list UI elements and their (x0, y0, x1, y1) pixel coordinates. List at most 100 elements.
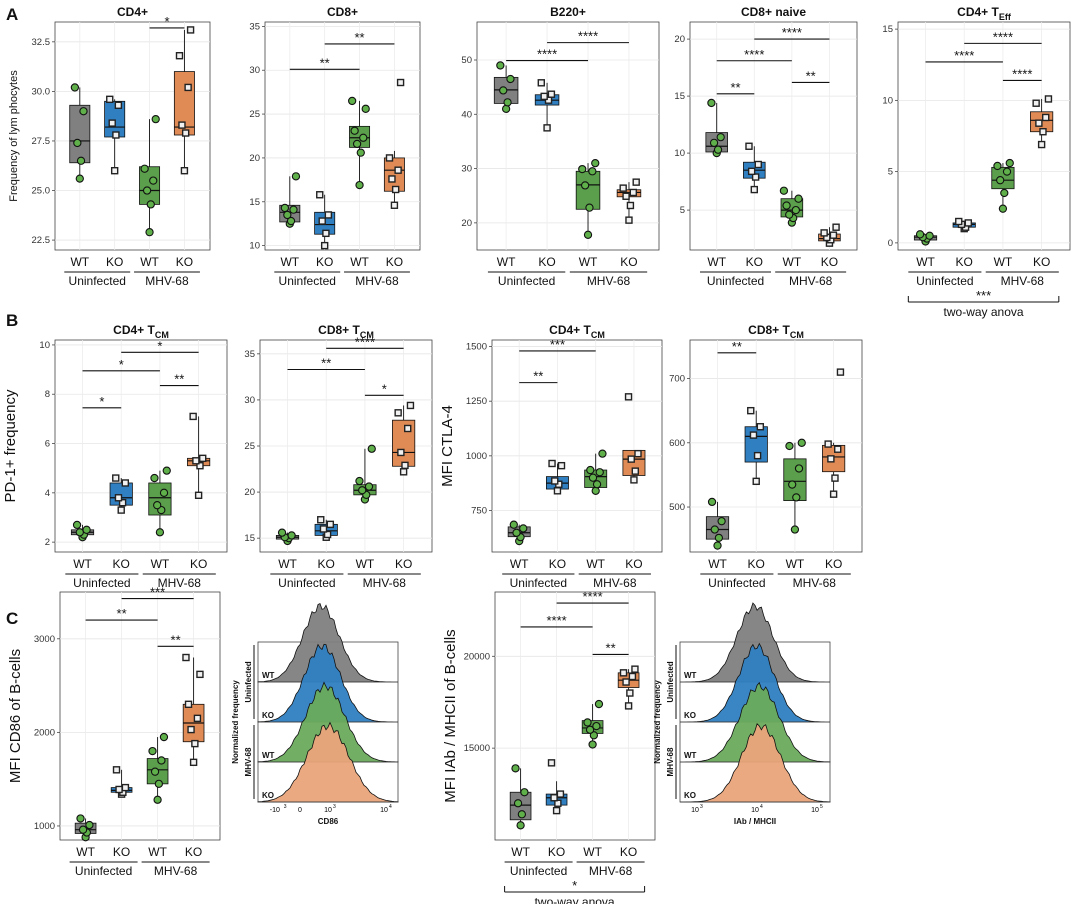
data-point-ko (632, 178, 640, 186)
box-chart-cd8: 10 15 20 25 30 35 WT KO WT KO Uninfected MHV-68 ** **… (249, 5, 421, 288)
charts-layer: 22.5 25.0 27.5 30.0 32.5 WT KO WT KO Uninfected MH… (2, 5, 1071, 904)
data-point-ko (189, 412, 197, 421)
x-category-label: KO (395, 557, 412, 571)
data-point-wt (588, 473, 598, 482)
x-category-label: KO (625, 557, 642, 571)
group-label: MHV-68 (793, 576, 837, 590)
data-point-ko (196, 670, 204, 679)
significance-label: ** (171, 632, 181, 647)
data-point-ko (630, 476, 638, 484)
significance-label: **** (1012, 66, 1032, 81)
tick-label-y: 35 (249, 21, 260, 32)
data-point-ko (629, 188, 638, 197)
data-point-ko (554, 799, 562, 807)
data-point-ko (750, 185, 758, 194)
data-point-wt (588, 740, 597, 749)
significance-label: **** (582, 589, 602, 604)
x-tick-exponent: 3 (284, 804, 287, 810)
tick-label-y: 3000 (34, 634, 55, 645)
significance-label: **** (355, 334, 375, 349)
data-point-wt (915, 230, 925, 239)
data-point-wt (1005, 158, 1014, 168)
data-point-ko (556, 790, 565, 798)
chart-title-subscript: CM (155, 330, 169, 340)
significance-label: ** (533, 369, 543, 384)
tick-label-y: 10 (39, 340, 50, 351)
tick-label-y: 1250 (466, 396, 487, 407)
group-label: MHV-68 (589, 864, 633, 878)
histogram-row-label: WT (684, 671, 697, 680)
data-point-ko (112, 131, 120, 139)
plot-area (476, 21, 660, 251)
chart-title-main: CD8+ T (748, 323, 790, 337)
y-axis-label: MFI CD86 of B-cells (7, 649, 24, 783)
y-axis-label: MFI CTLA-4 (439, 405, 456, 487)
significance-label: * (99, 394, 104, 409)
significance-label: * (119, 357, 124, 372)
data-point-wt (159, 488, 169, 497)
data-point-ko (191, 739, 199, 748)
data-point-wt (153, 501, 162, 510)
data-point-wt (162, 466, 171, 475)
x-category-label: KO (190, 557, 207, 571)
data-point-ko (385, 154, 394, 162)
x-category-label: WT (708, 557, 727, 571)
data-point-wt (149, 176, 158, 185)
tick-label-y: 10 (674, 148, 685, 159)
tick-label-y: 30 (461, 164, 472, 175)
chart-title-main: CD4+ T (957, 5, 999, 19)
tick-label-y: 25.0 (32, 186, 51, 197)
x-category-label: KO (748, 557, 765, 571)
data-point-ko (751, 173, 760, 181)
data-point-wt (286, 216, 296, 226)
group-label: MHV-68 (593, 576, 637, 590)
tick-label-y: 2000 (34, 727, 55, 738)
row-group-label: MHV-68 (244, 747, 253, 776)
tick-label-y: 600 (669, 438, 685, 449)
x-category-label: WT (278, 557, 297, 571)
data-point-ko (831, 474, 839, 482)
data-point-ko (557, 461, 566, 470)
tick-label-y: 20 (674, 34, 685, 45)
data-point-ko (388, 175, 396, 183)
histogram-row-label: WT (262, 671, 275, 680)
data-point-wt (289, 205, 298, 214)
group-label: Uninfected (278, 576, 335, 590)
data-point-wt (157, 756, 166, 765)
data-point-ko (396, 78, 405, 87)
x-category-label: WT (73, 557, 92, 571)
chart-title-pd1: CD4+ TCM (113, 323, 169, 340)
panel-letter-b: B (6, 311, 18, 330)
data-point-ko (756, 423, 765, 431)
significance-label: ** (320, 55, 330, 70)
x-category-label: KO (1033, 255, 1050, 269)
significance-label: ** (806, 68, 816, 83)
data-point-wt (925, 231, 934, 240)
data-point-ko (824, 440, 832, 448)
tick-label-y: 22.5 (32, 235, 51, 246)
data-point-ko (189, 758, 198, 767)
x-tick-exponent: 4 (389, 804, 392, 810)
tick-label-y: 20000 (464, 651, 490, 662)
data-point-wt (794, 194, 803, 203)
x-tick-label: 10 (324, 807, 332, 814)
significance-label: ** (606, 640, 616, 655)
data-point-wt (148, 746, 157, 756)
x-category-label: WT (148, 845, 167, 859)
chart-title-main: CD4+ (117, 5, 148, 19)
x-tick-label: 10 (751, 807, 759, 814)
data-point-ko (1035, 119, 1043, 127)
data-point-wt (348, 96, 357, 106)
chart-title-cd4: CD4+ (117, 5, 148, 19)
chart-title-main: CD8+ T (318, 323, 360, 337)
box-chart-b220: 20 30 40 50 WT KO WT KO Uninfected MHV-68 **** ****… (461, 5, 660, 288)
data-point-wt (583, 718, 592, 727)
data-point-wt (140, 164, 149, 173)
data-point-ko (820, 229, 828, 237)
data-point-wt (595, 468, 604, 477)
histogram-curve (680, 723, 831, 803)
tick-label-y: 700 (669, 374, 685, 385)
data-point-ko (625, 216, 633, 224)
data-point-ko (199, 454, 207, 463)
